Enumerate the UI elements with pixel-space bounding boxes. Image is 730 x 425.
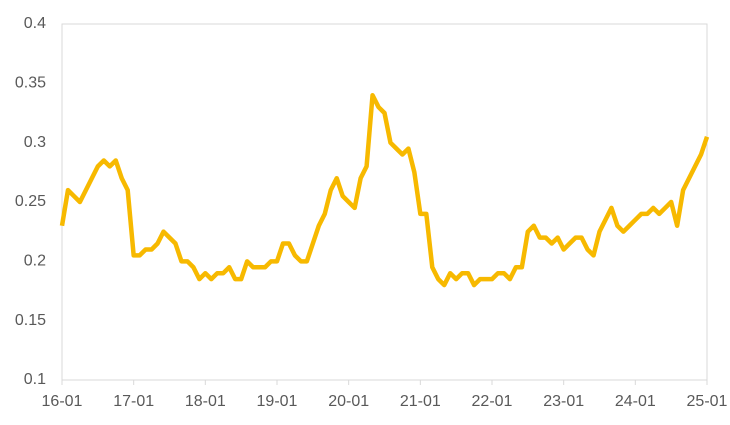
x-tick-label: 18-01 (185, 393, 226, 410)
data-line (59, 92, 710, 288)
x-tick-label: 22-01 (472, 393, 513, 410)
x-tick-label: 21-01 (400, 393, 441, 410)
x-tick-label: 16-01 (42, 393, 83, 410)
y-tick-label: 0.35 (15, 75, 46, 92)
x-tick-label: 17-01 (113, 393, 154, 410)
y-tick-label: 0.1 (24, 371, 46, 388)
x-tick-label: 23-01 (543, 393, 584, 410)
y-tick-label: 0.2 (24, 253, 46, 270)
x-tick-label: 19-01 (257, 393, 298, 410)
y-tick-label: 0.15 (15, 312, 46, 329)
y-tick-label: 0.4 (24, 15, 46, 32)
y-tick-label: 0.3 (24, 134, 46, 151)
x-tick-label: 20-01 (328, 393, 369, 410)
y-tick-label: 0.25 (15, 193, 46, 210)
x-tick-label: 25-01 (687, 393, 728, 410)
plot-frame (61, 23, 708, 381)
x-tick-label: 24-01 (615, 393, 656, 410)
